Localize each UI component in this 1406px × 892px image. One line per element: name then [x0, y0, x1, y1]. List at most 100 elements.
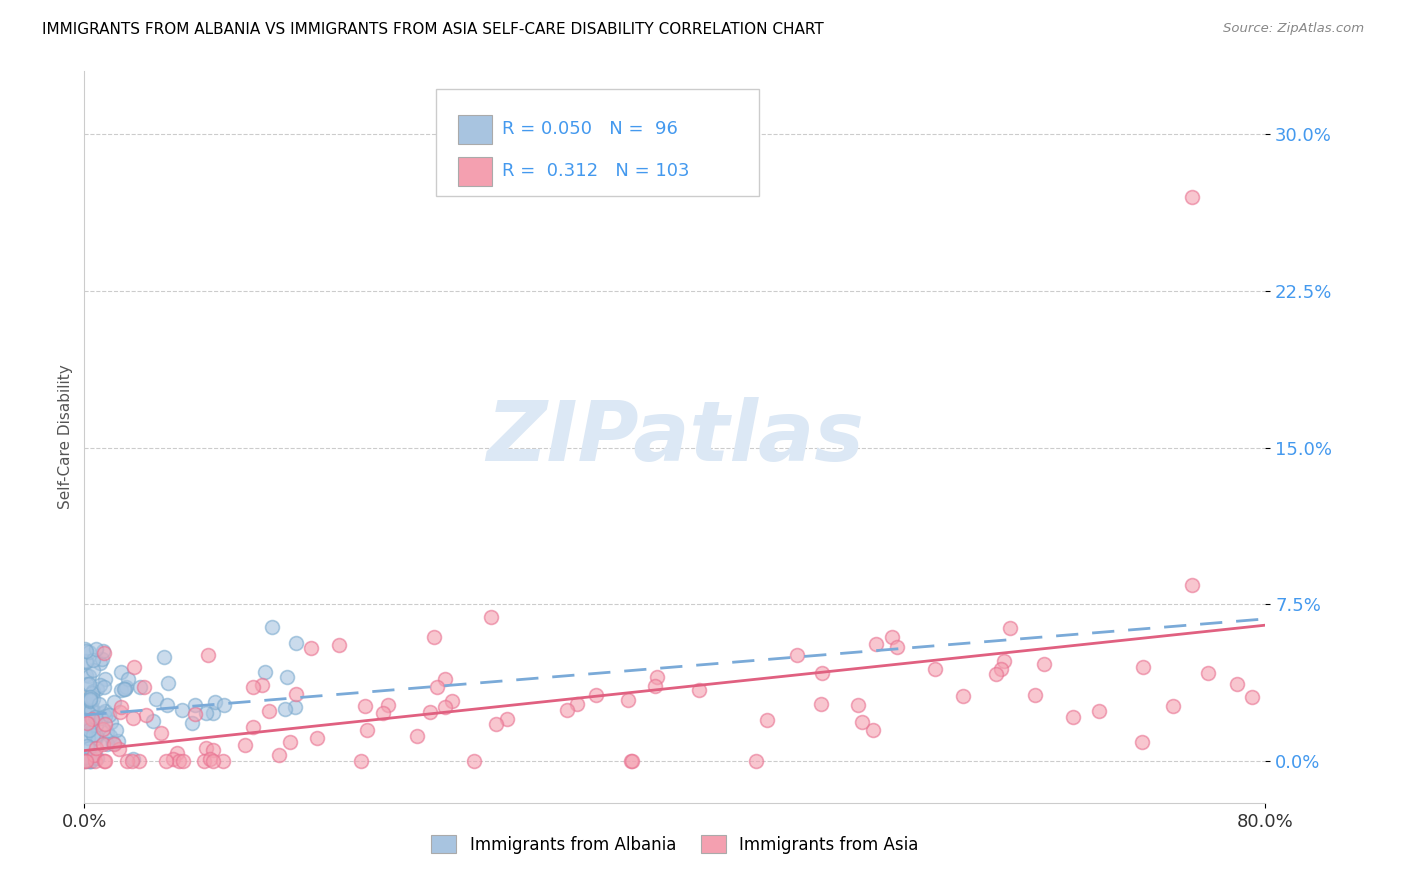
Point — [91, 652, 114, 666]
Point — [79, 690, 101, 704]
Point — [1197, 665, 1219, 680]
Point — [142, 714, 165, 729]
Point — [356, 723, 378, 738]
Point — [91, 644, 114, 658]
Point — [880, 630, 903, 644]
Point — [152, 649, 174, 664]
Point — [862, 723, 884, 737]
Point — [124, 659, 146, 673]
Point — [328, 638, 350, 652]
Point — [93, 680, 115, 694]
Point — [89, 656, 111, 670]
Point — [479, 610, 502, 624]
Point — [79, 723, 101, 738]
Point — [645, 670, 668, 684]
Point — [433, 673, 456, 687]
Point — [82, 718, 104, 732]
Text: IMMIGRANTS FROM ALBANIA VS IMMIGRANTS FROM ASIA SELF-CARE DISABILITY CORRELATION: IMMIGRANTS FROM ALBANIA VS IMMIGRANTS FR… — [42, 22, 824, 37]
Point — [75, 668, 97, 682]
Point — [77, 668, 100, 682]
Point — [89, 678, 111, 692]
Point — [105, 723, 128, 737]
Point — [110, 700, 132, 714]
Point — [621, 754, 644, 768]
Point — [110, 682, 132, 697]
Point — [253, 665, 276, 679]
Point — [135, 708, 157, 723]
Point — [419, 705, 441, 719]
Point — [262, 620, 284, 634]
Point — [198, 752, 221, 766]
Point — [440, 694, 463, 708]
Text: Source: ZipAtlas.com: Source: ZipAtlas.com — [1223, 22, 1364, 36]
Point — [998, 620, 1021, 634]
Point — [103, 695, 125, 709]
Point — [128, 754, 150, 768]
Point — [1130, 735, 1153, 749]
Y-axis label: Self-Care Disability: Self-Care Disability — [58, 365, 73, 509]
Point — [82, 751, 104, 765]
Point — [75, 654, 97, 668]
Point — [101, 736, 124, 750]
Point — [75, 706, 97, 720]
Point — [201, 743, 224, 757]
Point — [117, 672, 139, 686]
Point — [984, 666, 1007, 681]
Point — [924, 662, 946, 676]
Point — [755, 713, 778, 727]
Point — [129, 681, 152, 695]
Point — [94, 754, 117, 768]
Point — [180, 716, 202, 731]
Point — [91, 722, 114, 736]
Point — [94, 717, 117, 731]
Point — [1225, 677, 1247, 691]
Point — [115, 754, 138, 768]
Text: R =  0.312   N = 103: R = 0.312 N = 103 — [502, 162, 689, 180]
Point — [75, 754, 97, 768]
Point — [305, 731, 328, 745]
Point — [122, 711, 145, 725]
Point — [184, 706, 207, 721]
Point — [170, 702, 193, 716]
Point — [82, 728, 104, 742]
Point — [82, 705, 104, 719]
Point — [299, 641, 322, 656]
Point — [201, 754, 224, 768]
Point — [122, 752, 145, 766]
Point — [93, 754, 115, 768]
Point — [811, 665, 834, 680]
Point — [80, 703, 103, 717]
Point — [212, 698, 235, 712]
Point — [80, 718, 103, 732]
Point — [91, 706, 114, 720]
Point — [80, 754, 103, 768]
Point — [75, 713, 97, 727]
Point — [284, 687, 307, 701]
Point — [86, 741, 108, 756]
Point — [201, 706, 224, 721]
Point — [810, 697, 832, 711]
Point — [350, 754, 373, 768]
Point — [269, 748, 291, 763]
Point — [96, 724, 118, 739]
Point — [585, 688, 607, 702]
Point — [620, 754, 643, 768]
Point — [121, 754, 143, 768]
Point — [555, 703, 578, 717]
Point — [79, 693, 101, 707]
Point — [77, 731, 100, 745]
Point — [83, 747, 105, 762]
Point — [77, 645, 100, 659]
Point — [280, 735, 302, 749]
Point — [75, 644, 97, 658]
Point — [284, 699, 307, 714]
Point — [79, 740, 101, 755]
Point — [134, 680, 156, 694]
Point — [242, 720, 264, 734]
Point — [76, 677, 98, 691]
Point — [183, 698, 205, 713]
Point — [204, 695, 226, 709]
Point — [76, 702, 98, 716]
Point — [993, 654, 1015, 668]
Point — [76, 697, 98, 711]
